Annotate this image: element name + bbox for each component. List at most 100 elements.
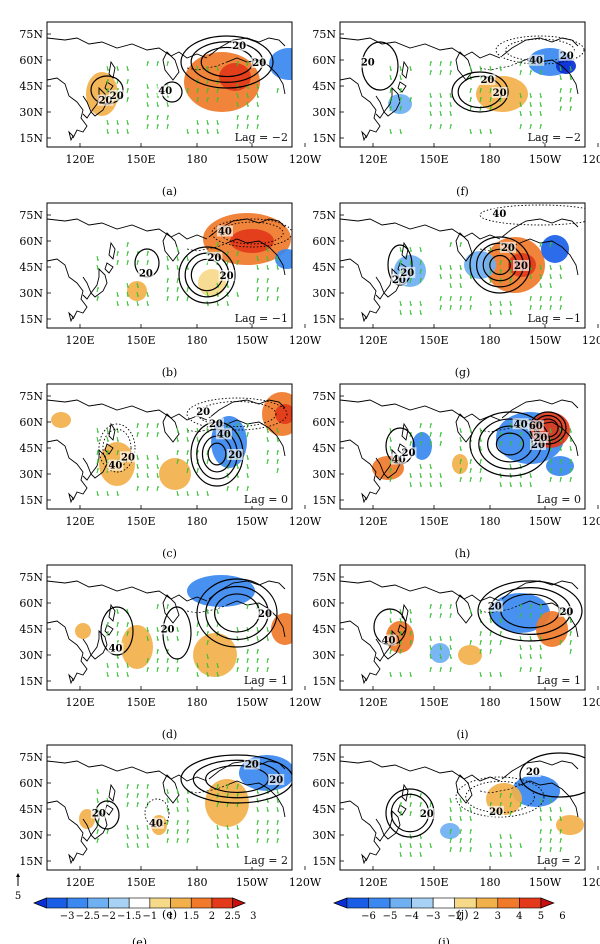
lag-label: Lag = 2 [244, 854, 288, 867]
contour-label: 40 [217, 429, 231, 440]
contour-labels: 20 40 20 [107, 608, 273, 655]
lat-label: 75N [312, 28, 336, 41]
lag-label: Lag = −1 [235, 312, 288, 325]
shading-anomaly [230, 229, 274, 253]
shading-anomaly [440, 823, 460, 839]
map-frame [46, 564, 293, 691]
lon-label: 150E [419, 696, 448, 709]
lat-label: 15N [19, 675, 43, 688]
contour-label: 20 [488, 602, 502, 613]
lat-label: 15N [312, 494, 336, 507]
lat-label: 30N [19, 649, 43, 662]
shading-anomaly [193, 633, 237, 677]
contour-label: 40 [492, 209, 506, 220]
lat-label: 15N [312, 313, 336, 326]
lat-label: 30N [19, 468, 43, 481]
lat-label: 30N [312, 106, 336, 119]
lon-label: 120W [289, 153, 322, 166]
contour-labels: 20 40 20 20 [90, 758, 285, 830]
colorbar-tick-label: −5 [383, 911, 398, 922]
contour-line [207, 442, 227, 466]
shading-anomaly [412, 432, 432, 460]
contour-label: 40 [529, 56, 543, 67]
contour-line [178, 246, 236, 304]
lon-label: 150E [419, 153, 448, 166]
lon-label: 150W [236, 876, 269, 889]
lon-label: 180 [187, 696, 208, 709]
contour-line [180, 754, 292, 804]
lat-label: 75N [312, 571, 336, 584]
colorbar-tick-label: −3 [60, 911, 75, 922]
lat-label: 30N [19, 106, 43, 119]
lag-label: Lag = −2 [235, 131, 288, 144]
map-frame [46, 383, 293, 510]
lon-label: 120W [289, 876, 322, 889]
panel-caption: (e) [132, 936, 147, 944]
lat-label: 15N [312, 855, 336, 868]
contour-line [197, 401, 277, 427]
lon-label: 120E [358, 515, 387, 528]
colorbar-tick-label: 4 [516, 911, 522, 922]
lat-label: 75N [312, 390, 336, 403]
contour-line [455, 776, 545, 818]
contour-label: 20 [232, 41, 246, 52]
contour-label: 40 [392, 454, 406, 465]
colorbar-left: −3 −2.5 −2 −1.5 −1 1 1.5 2 2.5 3 (e) [33, 897, 256, 944]
contour-label: 20 [559, 607, 573, 618]
lon-label: 150E [126, 876, 155, 889]
colorbar-tick-label: −3 [426, 911, 441, 922]
panel-caption: (d) [162, 728, 178, 741]
contour-line [477, 580, 583, 642]
contour-label: 20 [228, 450, 242, 461]
contour-label: 20 [220, 271, 234, 282]
contour-label: 20 [514, 261, 528, 272]
contour-label: 40 [108, 461, 122, 472]
colorbar-tick-label: 3 [495, 911, 501, 922]
map-panel-i: 20 40 20 75N 60N 45N 30N 15N 120E 150E 180 150W 120W… [312, 564, 600, 741]
contour-label: 20 [161, 624, 175, 635]
lat-label: 60N [312, 777, 336, 790]
wind-vectors [389, 423, 572, 487]
contour-label: 40 [218, 226, 232, 237]
contour-label: 20 [196, 407, 210, 418]
contour-label: 20 [92, 808, 106, 819]
contour-label: 20 [99, 96, 113, 107]
reference-vector: 5 [15, 873, 21, 902]
lon-label: 120W [582, 696, 600, 709]
shading-anomaly [546, 456, 574, 476]
lon-label: 180 [187, 334, 208, 347]
contour-label: 40 [149, 819, 163, 830]
contour-label: 20 [245, 759, 259, 770]
contour-labels: 20 20 20 [418, 766, 541, 820]
lon-label: 120E [65, 696, 94, 709]
lat-label: 30N [312, 468, 336, 481]
lat-label: 60N [19, 416, 43, 429]
colorbar-tick-label: 1.5 [183, 911, 199, 922]
shading-anomaly [541, 235, 569, 263]
shading-anomaly [275, 249, 292, 269]
shading-anomaly [458, 645, 482, 665]
lon-label: 120E [65, 334, 94, 347]
lat-label: 15N [19, 855, 43, 868]
shading-anomaly [75, 623, 91, 639]
panel-caption: (h) [455, 547, 471, 560]
lat-label: 30N [19, 829, 43, 842]
shading-anomaly [269, 48, 292, 80]
contour-label: 20 [560, 51, 574, 62]
contour-label: 20 [480, 75, 494, 86]
panel-caption: (e) [162, 908, 177, 921]
lat-label: 60N [19, 54, 43, 67]
lat-label: 75N [19, 751, 43, 764]
shading-anomaly [536, 611, 568, 647]
contour-line [465, 780, 535, 814]
lon-label: 120W [582, 334, 600, 347]
lon-label: 180 [187, 876, 208, 889]
contour-label: 20 [400, 268, 414, 279]
shading-anomaly [275, 404, 292, 424]
shading-anomaly [187, 575, 255, 607]
lon-label: 150W [529, 153, 562, 166]
colorbar-tick-label: −1 [142, 911, 157, 922]
panel-caption: (j) [438, 936, 450, 944]
